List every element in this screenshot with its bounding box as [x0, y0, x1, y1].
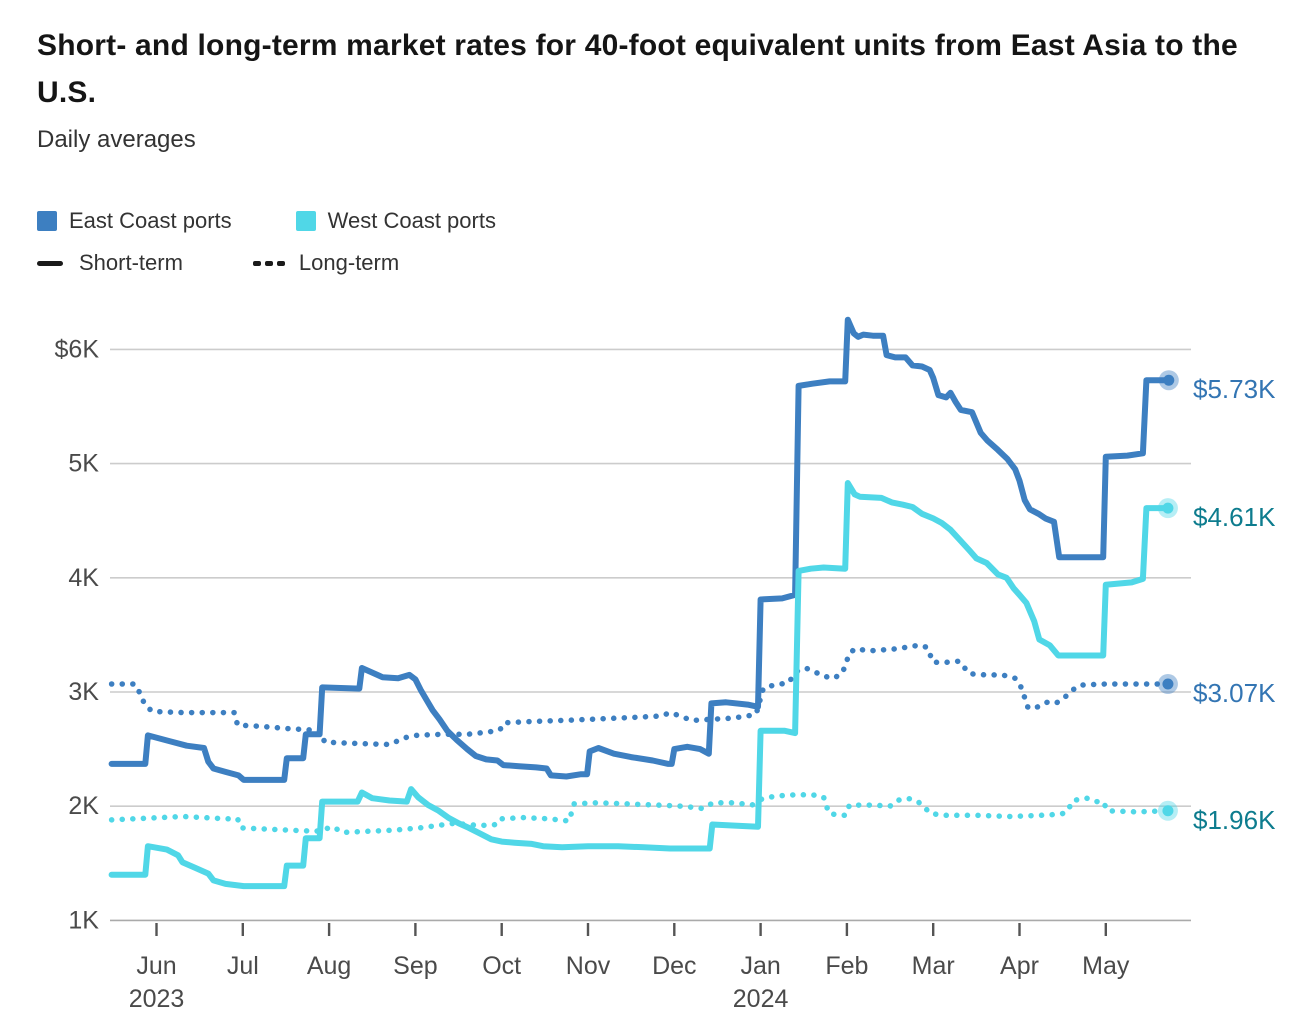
page-subtitle: Daily averages — [37, 126, 196, 153]
east-coast-swatch-icon — [37, 211, 57, 231]
legend-long-term-label: Long-term — [298, 250, 400, 275]
x-axis-month-label: Jun — [136, 952, 176, 980]
x-axis-month-label: Mar — [912, 952, 955, 980]
series-line-wc_long — [108, 792, 1171, 836]
series-line-wc_short — [108, 480, 1171, 890]
legend-short-term-label: Short-term — [79, 250, 183, 275]
x-axis-month-label: Jan — [740, 952, 780, 980]
legend-item-west-coast: West Coast ports — [295, 208, 496, 234]
legend-series-row: East Coast ports West Coast ports — [37, 208, 496, 234]
legend-style-row: Short-term Long-term — [37, 250, 399, 276]
end-value-label-wc_long: $1.96K — [1193, 805, 1276, 835]
legend-west-coast-label: West Coast ports — [327, 208, 496, 233]
end-value-label-ec_long: $3.07K — [1193, 678, 1276, 708]
x-axis-month-label: May — [1082, 952, 1130, 980]
page-title: Short- and long-term market rates for 40… — [37, 29, 1238, 109]
y-axis-tick-label: 4K — [68, 564, 99, 592]
end-marker-dot-wc_long — [1162, 805, 1174, 817]
legend-east-coast-label: East Coast ports — [69, 208, 232, 233]
end-value-label-ec_short: $5.73K — [1193, 374, 1276, 404]
y-axis-tick-label: 2K — [68, 792, 99, 820]
x-axis-month-label: Feb — [825, 952, 868, 980]
rates-chart: $6K 5K 4K 3K 2K 1K Jun 2023 Jul Aug Sep Oct Nov Dec Ja… — [0, 300, 1310, 1026]
x-axis-month-label: Nov — [566, 952, 611, 980]
end-value-label-wc_short: $4.61K — [1193, 502, 1276, 532]
end-marker-dot-ec_long — [1162, 678, 1174, 690]
legend-item-short-term: Short-term — [37, 250, 183, 276]
west-coast-swatch-icon — [295, 211, 316, 231]
x-axis-month-label: Sep — [393, 952, 437, 980]
rates-chart-svg: $6K 5K 4K 3K 2K 1K Jun 2023 Jul Aug Sep Oct Nov Dec Ja… — [55, 316, 1276, 1013]
x-axis-month-label: Apr — [1000, 952, 1039, 980]
end-marker-dot-ec_short — [1163, 374, 1175, 386]
series-line-ec_short — [108, 316, 1172, 783]
x-axis-year-label: 2024 — [733, 985, 789, 1013]
x-axis-month-label: Aug — [307, 952, 351, 980]
x-axis-month-label: Dec — [652, 952, 696, 980]
x-axis-month-label: Oct — [482, 952, 521, 980]
x-axis-year-label: 2023 — [129, 985, 185, 1013]
legend-item-long-term: Long-term — [252, 250, 400, 276]
series-line-ec_long — [108, 642, 1171, 748]
y-axis-tick-label: 1K — [68, 906, 99, 934]
y-axis-tick-label: 3K — [68, 678, 99, 706]
y-axis-tick-label: $6K — [55, 335, 100, 363]
solid-line-icon — [37, 260, 63, 266]
dotted-line-icon — [252, 260, 285, 266]
x-axis-month-label: Jul — [227, 952, 259, 980]
y-axis-tick-label: 5K — [68, 450, 99, 478]
end-marker-dot-wc_short — [1162, 502, 1174, 514]
legend-item-east-coast: East Coast ports — [37, 208, 232, 234]
